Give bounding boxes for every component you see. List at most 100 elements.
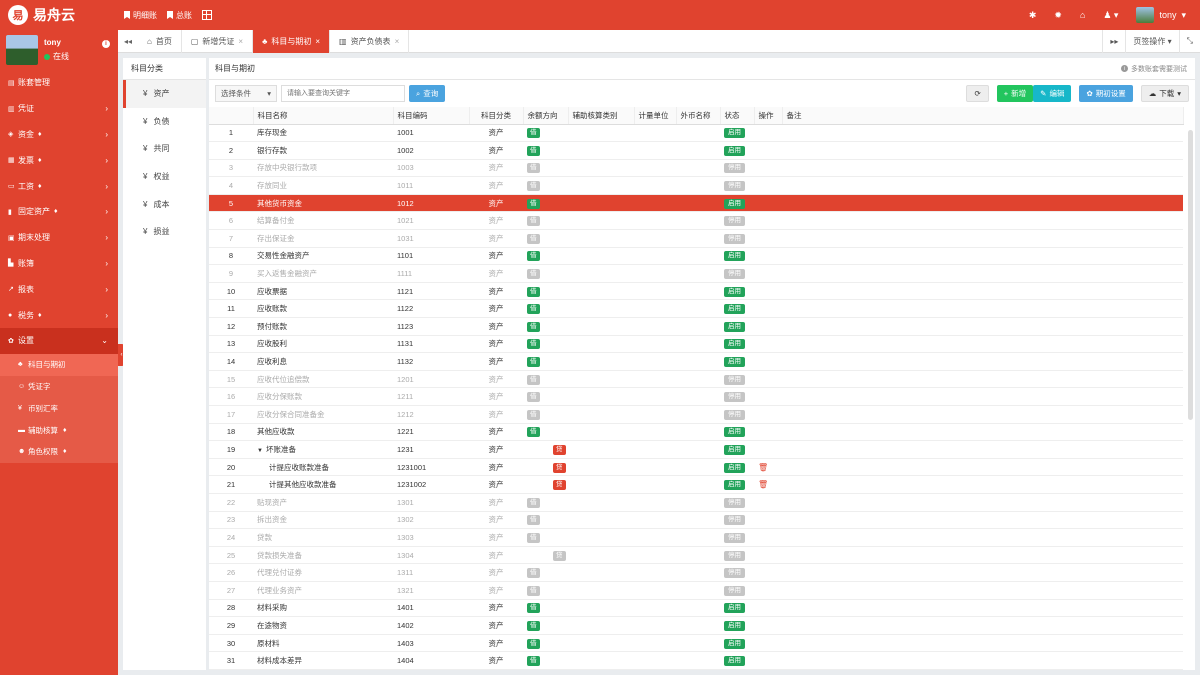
add-button[interactable]: + 新增 (996, 85, 1034, 102)
initial-settings-button[interactable]: ✿ 期初设置 (1079, 85, 1133, 102)
sidebar-item-book-mgmt[interactable]: ▤ 账套管理 (8, 78, 50, 88)
table-row[interactable]: 15 应收代位追偿款 1201 资产借 停用 (209, 370, 1183, 389)
sidebar-item-invoice[interactable]: ▦ 发票 ♦ › (8, 155, 108, 165)
table-row[interactable]: 20 计提应收账款准备 1231001 资产 贷 启用 🗑︎ (209, 458, 1183, 477)
status-badge[interactable]: 启用 (724, 128, 745, 139)
table-row[interactable]: 28 材料采购 1401 资产借 启用 (209, 599, 1183, 618)
status-badge[interactable]: 启用 (724, 357, 745, 368)
status-badge[interactable]: 停用 (724, 374, 745, 385)
tab-home[interactable]: ⌂ 首页 (138, 29, 182, 53)
table-row[interactable]: 25 贷款损失准备 1304 资产 贷 停用 (209, 546, 1183, 565)
table-row[interactable]: 18 其他应收款 1221 资产借 启用 (209, 423, 1183, 442)
detail-ledger-link[interactable]: 明细账 (124, 10, 157, 21)
status-badge[interactable]: 启用 (724, 444, 745, 455)
sidebar-item-voucher[interactable]: ▥ 凭证 › (8, 104, 108, 114)
category-common[interactable]: ¥ 共同 (143, 144, 170, 154)
close-icon[interactable]: × (315, 36, 320, 46)
status-badge[interactable]: 停用 (724, 216, 745, 227)
status-badge[interactable]: 启用 (724, 427, 745, 438)
category-profit-loss[interactable]: ¥ 损益 (143, 227, 170, 237)
table-row[interactable]: 3 存放中央银行款项 1003 资产借 停用 (209, 159, 1183, 178)
category-liabilities[interactable]: ¥ 负债 (143, 116, 170, 126)
status-badge[interactable]: 启用 (724, 251, 745, 262)
sidebar-item-salary[interactable]: ▭ 工资 ♦ › (8, 181, 108, 191)
tab-balance-sheet[interactable]: ▥ 资产负债表 × (330, 29, 410, 53)
scrollbar[interactable] (1188, 130, 1193, 420)
status-badge[interactable]: 停用 (724, 497, 745, 508)
user-menu[interactable]: tony ▾ (1136, 7, 1186, 23)
category-cost[interactable]: ¥ 成本 (143, 199, 170, 209)
status-badge[interactable]: 启用 (724, 321, 745, 332)
status-badge[interactable]: 停用 (724, 181, 745, 192)
sidebar-subitem-auxiliary[interactable]: ▬ 辅助核算 ♦ (0, 419, 118, 441)
sidebar-item-ledger[interactable]: ▙ 账簿 › (8, 258, 108, 268)
search-input[interactable] (281, 85, 405, 102)
status-badge[interactable]: 启用 (724, 462, 745, 473)
table-row[interactable]: 10 应收票据 1121 资产借 启用 (209, 282, 1183, 301)
sidebar-item-reports[interactable]: ↗ 报表 › (8, 284, 108, 294)
table-row[interactable]: 22 贴现资产 1301 资产借 停用 (209, 493, 1183, 512)
status-badge[interactable]: 启用 (724, 304, 745, 315)
status-badge[interactable]: 停用 (724, 409, 745, 420)
status-badge[interactable]: 停用 (724, 233, 745, 244)
search-button[interactable]: ⌕ 查询 (409, 85, 446, 102)
category-equity[interactable]: ¥ 权益 (143, 172, 170, 182)
edit-button[interactable]: ✎ 编辑 (1033, 85, 1072, 102)
fullscreen-icon[interactable]: ⤡ (1178, 29, 1200, 53)
user-menu-icon[interactable]: ♟ ▾ (1103, 9, 1119, 20)
table-row[interactable]: 24 贷款 1303 资产借 停用 (209, 528, 1183, 547)
table-row[interactable]: 19 ▼ 坏账准备 1231 资产 贷 启用 (209, 440, 1183, 459)
table-row[interactable]: 17 应收分保合同准备金 1212 资产借 停用 (209, 405, 1183, 424)
status-badge[interactable]: 启用 (724, 480, 745, 491)
status-badge[interactable]: 停用 (724, 550, 745, 561)
general-ledger-link[interactable]: 总账 (167, 10, 192, 21)
sidebar-item-period-end[interactable]: ▣ 期末处理 › (8, 233, 108, 243)
status-badge[interactable]: 停用 (724, 163, 745, 174)
grid-icon[interactable] (202, 10, 212, 20)
table-row[interactable]: 16 应收分保账款 1211 资产借 停用 (209, 387, 1183, 406)
status-badge[interactable]: 停用 (724, 532, 745, 543)
logo[interactable]: 易 易舟云 (0, 5, 118, 25)
status-badge[interactable]: 启用 (724, 638, 745, 649)
sidebar-item-settings[interactable]: ✿ 设置 ⌄ (0, 327, 118, 354)
status-badge[interactable]: 启用 (724, 620, 745, 631)
status-badge[interactable]: 启用 (724, 145, 745, 156)
sidebar-subitem-accounts[interactable]: ♣ 科目与期初 (0, 353, 118, 376)
refresh-button[interactable]: ⟳ (966, 85, 989, 102)
table-row[interactable]: 27 代理业务资产 1321 资产借 停用 (209, 581, 1183, 600)
table-row[interactable]: 29 在途物资 1402 资产借 启用 (209, 616, 1183, 635)
page-ops-dropdown[interactable]: 页签操作 ▾ (1125, 29, 1178, 53)
status-badge[interactable]: 启用 (724, 339, 745, 350)
table-row[interactable]: 7 存出保证金 1031 资产借 停用 (209, 229, 1183, 248)
table-row[interactable]: 26 代理兑付证券 1311 资产借 停用 (209, 563, 1183, 582)
sidebar-collapse-button[interactable]: ‹ (118, 344, 125, 366)
sidebar-item-tax[interactable]: ● 税务 ♦ › (8, 310, 108, 320)
table-row[interactable]: 13 应收股利 1131 资产借 启用 (209, 335, 1183, 354)
table-row[interactable]: 9 买入返售金融资产 1111 资产借 停用 (209, 264, 1183, 283)
settings-icon[interactable]: ✹ (1054, 9, 1062, 20)
theme-icon[interactable]: ✱ (1028, 9, 1037, 20)
status-badge[interactable]: 停用 (724, 392, 745, 403)
status-badge[interactable]: 启用 (724, 198, 745, 209)
table-row[interactable]: 2 银行存款 1002 资产借 启用 (209, 141, 1183, 160)
sidebar-subitem-roles[interactable]: ☻ 角色权限 ♦ (0, 440, 118, 463)
category-assets[interactable]: ¥ 资产 (123, 80, 206, 108)
status-badge[interactable]: 停用 (724, 515, 745, 526)
table-row[interactable]: 11 应收账款 1122 资产借 启用 (209, 299, 1183, 319)
table-row[interactable]: 1 库存现金 1001 资产借 启用 (209, 124, 1183, 143)
table-row[interactable]: 30 原材料 1403 资产借 启用 (209, 634, 1183, 653)
status-badge[interactable]: 停用 (724, 269, 745, 280)
table-row[interactable]: 31 材料成本差异 1404 资产借 启用 (209, 651, 1183, 670)
sidebar-subitem-currency[interactable]: ¥ 币别汇率 (0, 397, 118, 420)
table-row[interactable]: 12 预付账款 1123 资产借 启用 (209, 317, 1183, 336)
status-badge[interactable]: 启用 (724, 286, 745, 297)
table-row[interactable]: 14 应收利息 1132 资产借 启用 (209, 352, 1183, 371)
table-row[interactable]: 23 拆出资金 1302 资产借 停用 (209, 511, 1183, 530)
close-icon[interactable]: × (238, 36, 244, 46)
sidebar-item-fixed-assets[interactable]: ▮ 固定资产 ♦ › (8, 207, 108, 217)
tabs-scroll-right-icon[interactable]: ▸▸ (1102, 29, 1125, 53)
table-row[interactable]: 8 交易性金融资产 1101 资产借 启用 (209, 247, 1183, 266)
tab-accounts[interactable]: ♣ 科目与期初 × (253, 29, 330, 53)
sidebar-item-funds[interactable]: ◈ 资金 ♦ › (8, 129, 108, 139)
condition-select[interactable]: 选择条件 ▾ (215, 85, 277, 102)
